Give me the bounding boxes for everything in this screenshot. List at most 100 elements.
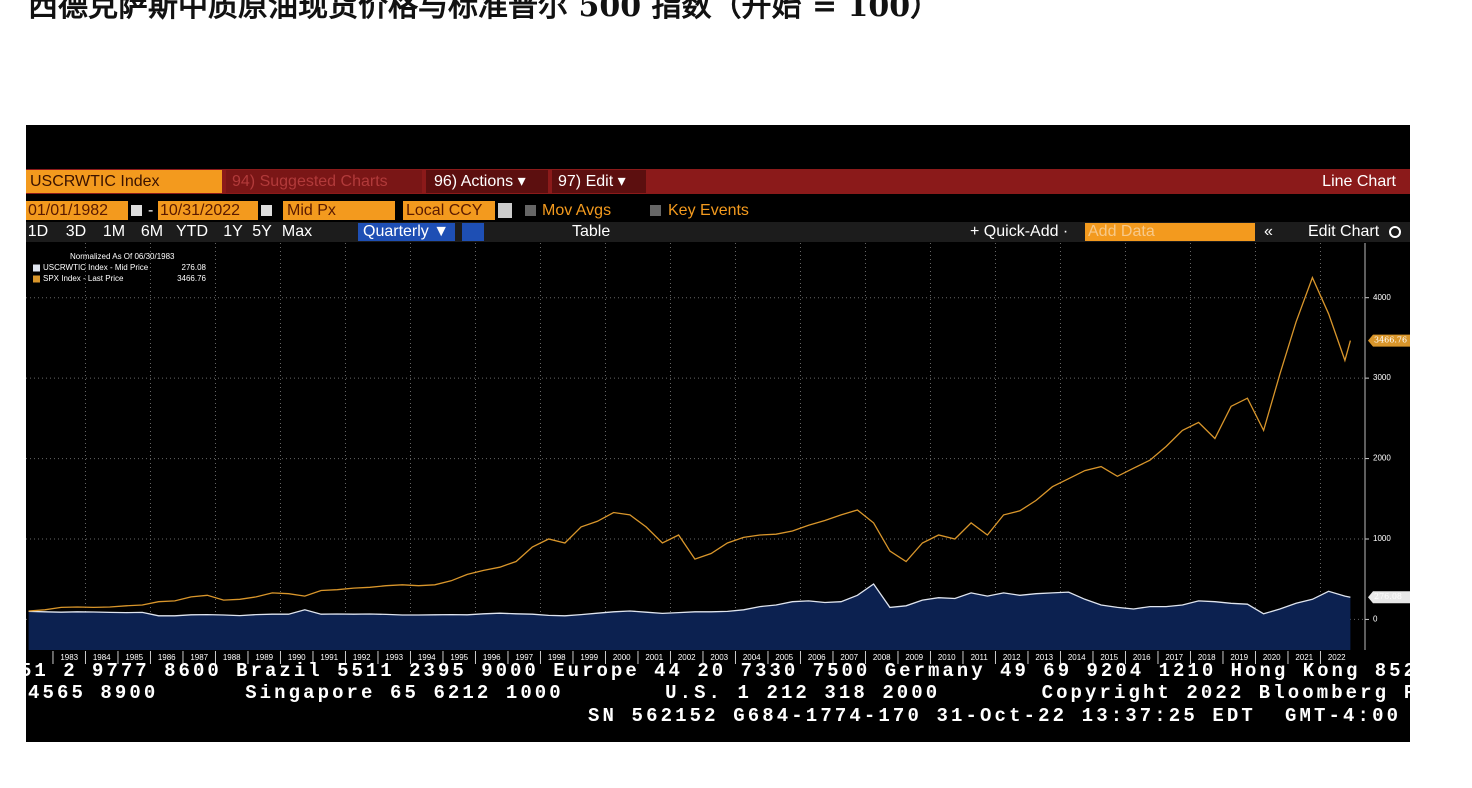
legend-title: Normalized As Of 06/30/1983 bbox=[70, 252, 175, 261]
legend-label: USCRWTIC Index - Mid Price bbox=[43, 263, 149, 272]
x-tick-label: 1987 bbox=[190, 653, 208, 662]
x-tick-label: 2017 bbox=[1165, 653, 1183, 662]
range-button[interactable]: 3D bbox=[66, 223, 86, 240]
checkbox[interactable] bbox=[525, 205, 536, 216]
currency: Local CCY bbox=[406, 202, 483, 219]
start-date: 01/01/1982 bbox=[28, 202, 108, 219]
last-value-label: 276.08 bbox=[1374, 592, 1402, 601]
actions-button[interactable] bbox=[426, 170, 548, 193]
last-value-tag bbox=[1368, 334, 1410, 347]
dropdown[interactable] bbox=[498, 203, 512, 218]
last-value-tag bbox=[1368, 591, 1410, 604]
add-data-box[interactable] bbox=[1085, 223, 1255, 241]
x-tick-label: 2018 bbox=[1198, 653, 1216, 662]
actions: 96) Actions ▾ bbox=[434, 173, 526, 190]
table: Table bbox=[572, 223, 610, 240]
suggested-button[interactable] bbox=[226, 170, 422, 193]
range-buttons: 1D 3D 1M 6M YTD 1Y 5Y Max bbox=[28, 223, 312, 240]
x-tick-label: 2022 bbox=[1328, 653, 1346, 662]
x-tick-label: 2015 bbox=[1100, 653, 1118, 662]
x-tick-label: 1999 bbox=[580, 653, 598, 662]
x-tick-label: 1986 bbox=[158, 653, 176, 662]
legend-swatch bbox=[33, 275, 40, 283]
security-box[interactable] bbox=[26, 170, 222, 193]
x-tick-label: 1994 bbox=[418, 653, 436, 662]
frequency: Quarterly ▼ bbox=[363, 223, 449, 240]
y-tick-label: 2000 bbox=[1373, 454, 1391, 463]
suggested: 94) Suggested Charts bbox=[232, 173, 388, 190]
x-tick-label: 1991 bbox=[320, 653, 338, 662]
range-button[interactable]: YTD bbox=[176, 223, 208, 240]
x-tick-label: 2020 bbox=[1263, 653, 1281, 662]
x-tick-label: 2021 bbox=[1295, 653, 1313, 662]
field-box[interactable] bbox=[283, 201, 395, 220]
x-tick-label: 2001 bbox=[645, 653, 663, 662]
x-tick-label: 2016 bbox=[1133, 653, 1151, 662]
x-tick-label: 1989 bbox=[255, 653, 273, 662]
range-button[interactable]: 1D bbox=[28, 223, 48, 240]
settings-icon[interactable] bbox=[1389, 226, 1401, 238]
y-tick-label: 0 bbox=[1373, 615, 1378, 624]
y-tick-label: 1000 bbox=[1373, 534, 1391, 543]
checkbox[interactable] bbox=[650, 205, 661, 216]
currency-box[interactable] bbox=[403, 201, 495, 220]
x-tick-label: 1985 bbox=[125, 653, 143, 662]
x-tick-label: 2005 bbox=[775, 653, 793, 662]
x-tick-label: 2019 bbox=[1230, 653, 1248, 662]
range-button[interactable]: Max bbox=[282, 223, 312, 240]
edit-chart[interactable]: Edit Chart bbox=[1308, 223, 1380, 240]
edit-button[interactable] bbox=[552, 170, 646, 193]
x-tick-label: 1996 bbox=[483, 653, 501, 662]
legend-swatch bbox=[33, 264, 40, 272]
chart-kind: Line Chart bbox=[1322, 173, 1396, 190]
x-tick-label: 2009 bbox=[905, 653, 923, 662]
x-tick-label: 2003 bbox=[710, 653, 728, 662]
footer-line: 51 2 9777 8600 Brazil 5511 2395 9000 Eur… bbox=[20, 660, 1415, 682]
plot: 0 1000 2000 3000 4000 1983 1984 1985 1986 1987 198… bbox=[26, 243, 1410, 664]
x-tick-label: 1993 bbox=[385, 653, 403, 662]
legend-label: SPX Index - Last Price bbox=[43, 274, 124, 283]
y-tick-label: 4000 bbox=[1373, 293, 1391, 302]
x-tick-label: 2006 bbox=[808, 653, 826, 662]
legend-value: 276.08 bbox=[182, 263, 207, 272]
x-tick-label: 2014 bbox=[1068, 653, 1086, 662]
range-button[interactable]: 1Y bbox=[223, 223, 243, 240]
x-tick-label: 2008 bbox=[873, 653, 891, 662]
last-value-label: 3466.76 bbox=[1374, 336, 1407, 345]
key-events: Key Events bbox=[668, 202, 749, 219]
start-date-box[interactable] bbox=[26, 201, 128, 220]
field: Mid Px bbox=[287, 202, 336, 219]
x-tick-label: 2004 bbox=[743, 653, 761, 662]
legend-value: 3466.76 bbox=[177, 274, 206, 283]
mov-avgs: Mov Avgs bbox=[542, 202, 611, 219]
x-tick-label: 1992 bbox=[353, 653, 371, 662]
x-tick-label: 2011 bbox=[971, 653, 989, 662]
date-sep: - bbox=[148, 202, 153, 219]
x-tick-label: 1983 bbox=[60, 653, 78, 662]
line bbox=[28, 583, 1351, 617]
x-tick-label: 2000 bbox=[613, 653, 631, 662]
frequency-box[interactable] bbox=[358, 223, 455, 241]
x-tick-label: 1997 bbox=[515, 653, 533, 662]
range-button[interactable]: 5Y bbox=[252, 223, 272, 240]
calendar-icon[interactable] bbox=[131, 205, 142, 216]
range-button[interactable]: 6M bbox=[141, 223, 163, 240]
calendar-icon[interactable] bbox=[261, 205, 272, 216]
x-tick-label: 2012 bbox=[1003, 653, 1021, 662]
x-tick-label: 1998 bbox=[548, 653, 566, 662]
y-tick-label: 3000 bbox=[1373, 373, 1391, 382]
line bbox=[28, 275, 1352, 612]
x-tick-label: 1988 bbox=[223, 653, 241, 662]
quick-add[interactable]: + Quick-Add · bbox=[970, 223, 1068, 240]
x-tick-label: 2007 bbox=[840, 653, 858, 662]
range-button[interactable]: 1M bbox=[103, 223, 125, 240]
end-date-box[interactable] bbox=[158, 201, 258, 220]
x-tick-label: 2002 bbox=[678, 653, 696, 662]
x-tick-label: 2010 bbox=[938, 653, 956, 662]
x-tick-label: 1995 bbox=[450, 653, 468, 662]
edit: 97) Edit ▾ bbox=[558, 173, 626, 190]
add-data: Add Data bbox=[1088, 223, 1155, 240]
collapse[interactable]: « bbox=[1264, 223, 1273, 240]
line-icon[interactable] bbox=[462, 223, 484, 241]
